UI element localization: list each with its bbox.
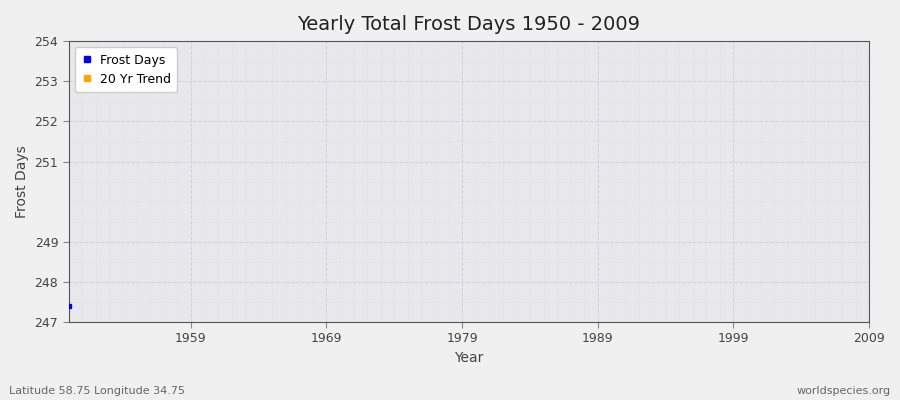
X-axis label: Year: Year [454,351,483,365]
Text: worldspecies.org: worldspecies.org [796,386,891,396]
Text: Latitude 58.75 Longitude 34.75: Latitude 58.75 Longitude 34.75 [9,386,185,396]
Y-axis label: Frost Days: Frost Days [15,145,29,218]
Title: Yearly Total Frost Days 1950 - 2009: Yearly Total Frost Days 1950 - 2009 [297,15,641,34]
Legend: Frost Days, 20 Yr Trend: Frost Days, 20 Yr Trend [75,47,177,92]
